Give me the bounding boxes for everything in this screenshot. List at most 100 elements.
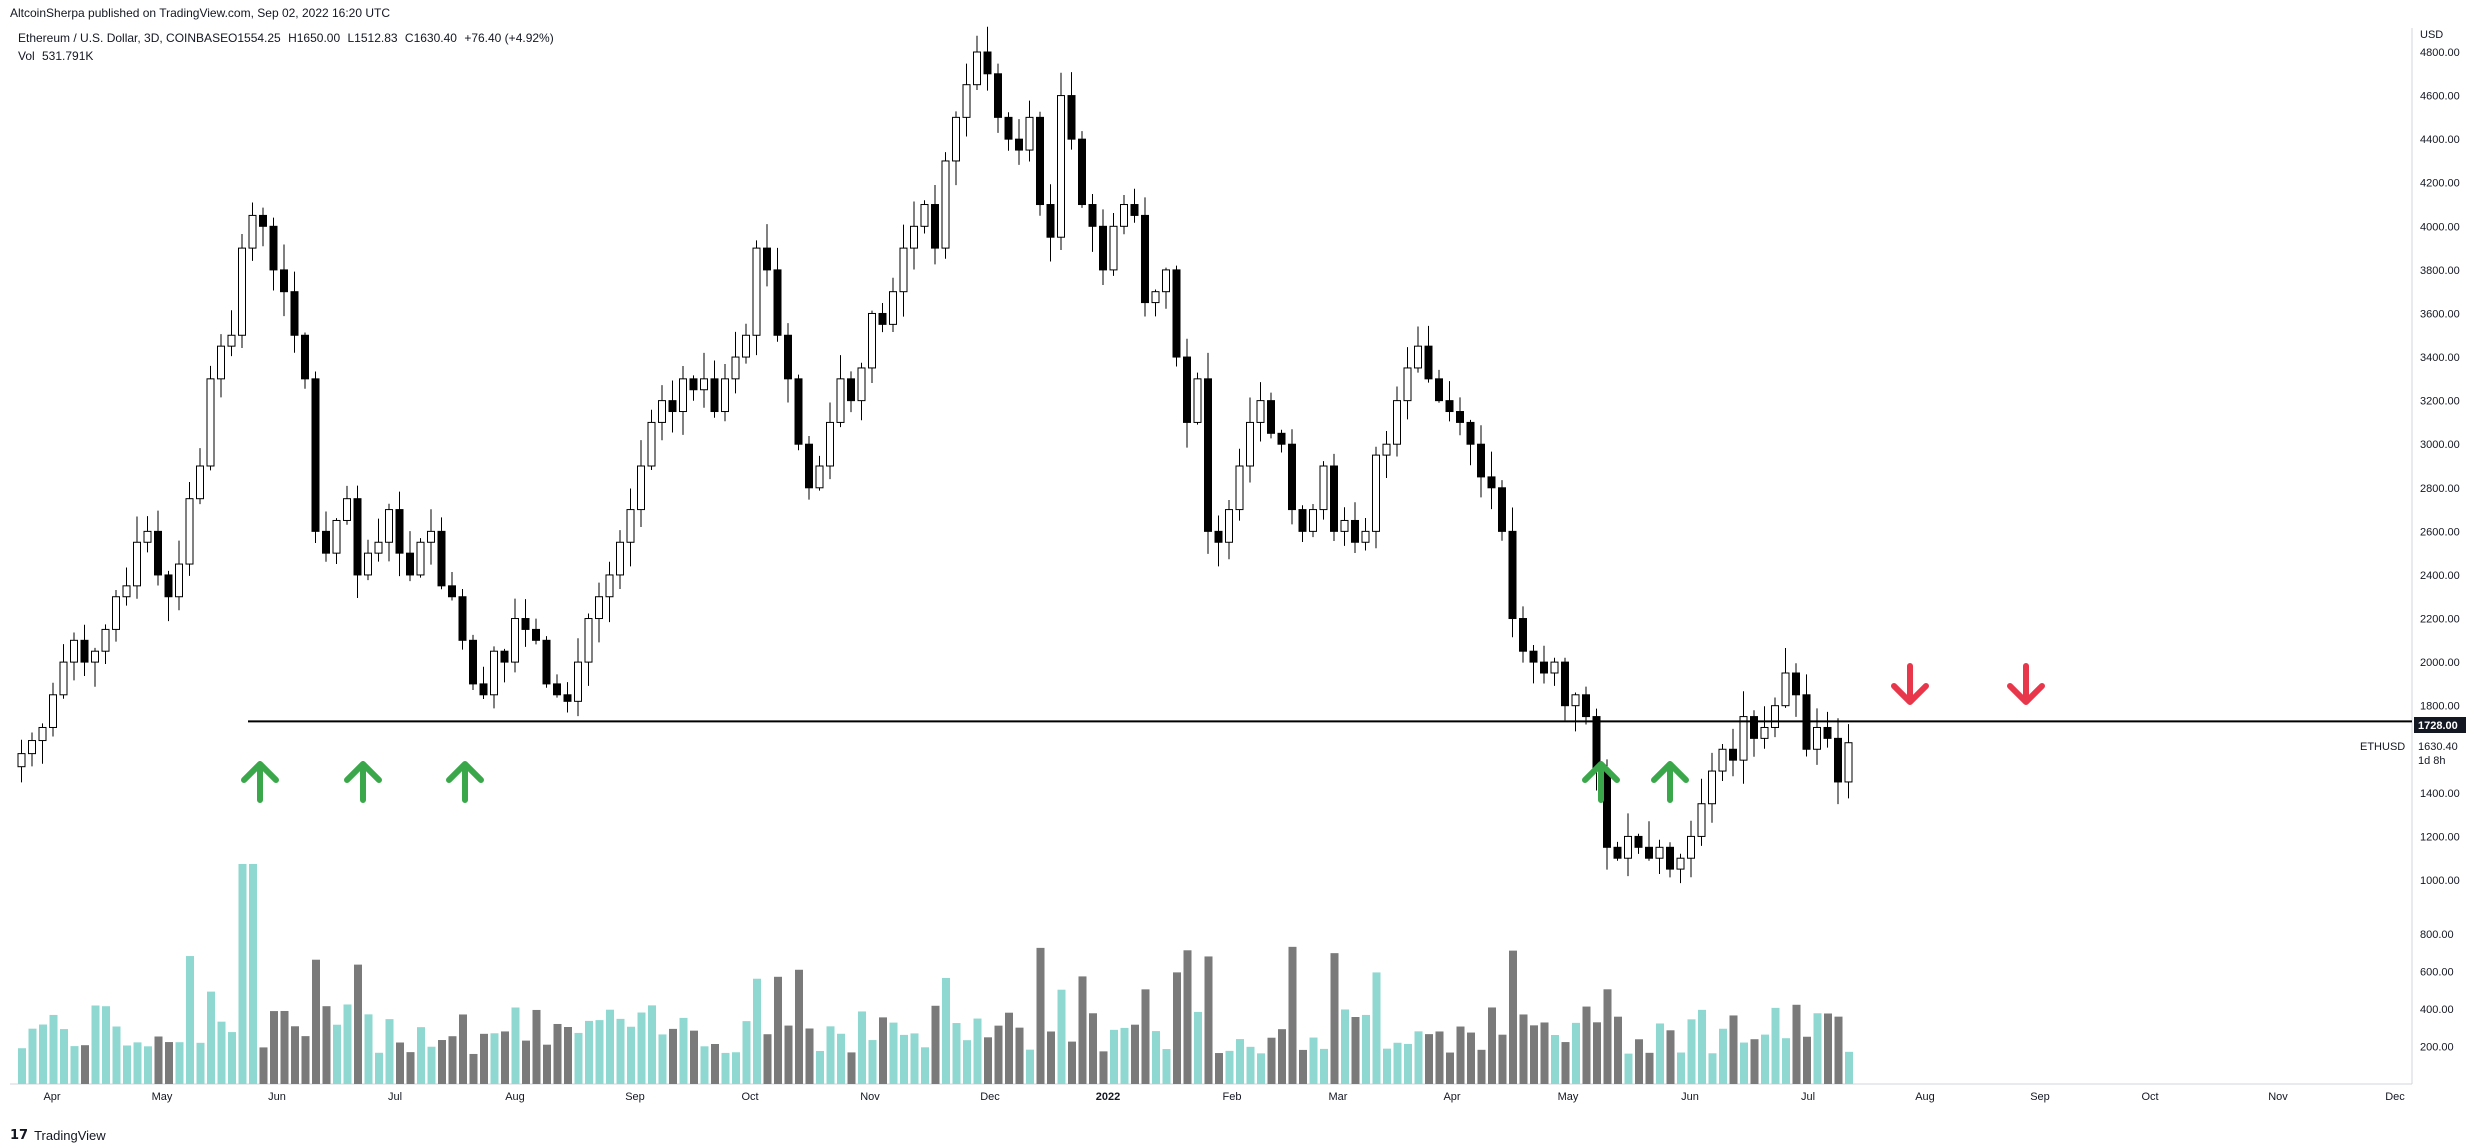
candle-body — [1382, 443, 1391, 456]
volume-bar — [1834, 1016, 1843, 1084]
candle-body — [1571, 694, 1580, 707]
candle — [1414, 326, 1422, 373]
candle-body — [826, 421, 834, 467]
candle — [500, 648, 509, 683]
candle-body — [311, 378, 320, 532]
volume-bar — [70, 1046, 79, 1084]
volume-bar — [1792, 1004, 1801, 1084]
volume-bar — [1068, 1041, 1076, 1084]
high-label: H — [288, 31, 297, 45]
volume-bar — [39, 1024, 47, 1084]
candle — [1561, 657, 1569, 721]
candle — [1582, 686, 1590, 725]
time-tick-label: Aug — [1915, 1091, 1935, 1103]
candle-body — [647, 421, 656, 467]
volume-bar — [742, 1021, 751, 1084]
candle — [952, 111, 960, 186]
candle-body — [1015, 138, 1023, 151]
candle — [1697, 778, 1706, 846]
tradingview-logo-icon: 17 — [10, 1128, 29, 1143]
time-axis[interactable]: Apr May Jun Jul Aug Sep Oct Nov Dec 2022 Feb Mar Apr… — [43, 1091, 2405, 1103]
candle-body — [248, 214, 257, 249]
candle — [1204, 352, 1212, 554]
candle — [584, 613, 593, 686]
price-tick-label: 1400.00 — [2420, 788, 2460, 800]
candle-body — [952, 116, 960, 162]
candle-body — [280, 269, 288, 293]
volume-bar — [217, 1021, 226, 1084]
price-axis[interactable]: USD 4800.00 4600.00 4400.00 4200.00 4000.00 3… — [2420, 29, 2460, 1054]
candle — [763, 224, 771, 287]
candle — [1057, 72, 1065, 250]
candle — [1183, 338, 1191, 448]
volume-bar — [1771, 1007, 1780, 1084]
volume-bar — [1824, 1013, 1832, 1084]
price-tick-label: 1200.00 — [2420, 831, 2460, 843]
candle — [1708, 752, 1716, 823]
candle — [164, 570, 173, 622]
candle-body — [1634, 835, 1643, 848]
volume-bar — [1351, 1017, 1360, 1084]
volume-bar — [564, 1027, 572, 1084]
candle-body — [227, 334, 236, 347]
green-up-arrow-icon — [446, 761, 484, 803]
volume-bar — [1467, 1032, 1475, 1084]
candles — [17, 26, 1853, 884]
currency-label: USD — [2420, 29, 2443, 41]
candle-body — [1277, 432, 1286, 445]
candle — [59, 644, 68, 699]
price-tick-label: 3400.00 — [2420, 352, 2460, 364]
volume-bar — [637, 1012, 646, 1084]
candle-body — [1582, 694, 1590, 718]
close-label: C — [405, 31, 414, 45]
volume-bar — [333, 1024, 341, 1084]
candle — [1540, 645, 1548, 684]
volume-bar — [1750, 1039, 1759, 1084]
candle — [416, 538, 425, 578]
green-up-arrow-icon — [344, 761, 382, 803]
candle-body — [868, 312, 876, 369]
candle-body — [1498, 487, 1506, 532]
candle — [962, 63, 971, 137]
candle-body — [38, 726, 47, 742]
candle-body — [1078, 138, 1086, 206]
candle-body — [322, 530, 330, 554]
candle-body — [1844, 742, 1853, 783]
last-price: 1630.40 — [2418, 741, 2458, 753]
volume-bar — [1782, 1038, 1790, 1084]
volume-bar — [1761, 1034, 1769, 1084]
volume-bar — [1057, 989, 1066, 1084]
candle — [1750, 710, 1758, 757]
candle — [752, 240, 761, 356]
candle-body — [259, 214, 267, 227]
time-tick-label: Dec — [2385, 1091, 2405, 1103]
volume-bar — [973, 1018, 982, 1084]
candle — [668, 380, 677, 433]
candle — [154, 510, 162, 586]
candle-body — [1718, 748, 1727, 772]
volume-bar — [1099, 1051, 1108, 1084]
volume-bar — [1582, 1006, 1591, 1084]
volume-bar — [1225, 1050, 1234, 1084]
volume-bar — [847, 1052, 856, 1084]
candle-body — [1750, 716, 1758, 739]
candle-body — [416, 541, 425, 576]
candle — [1172, 265, 1181, 367]
candle-body — [1298, 509, 1307, 532]
volume-bar — [984, 1037, 992, 1084]
candle-body — [427, 530, 435, 543]
time-tick-label: May — [1558, 1091, 1579, 1103]
last-price-tag: ETHUSD 1630.40 1d 8h — [2360, 741, 2458, 767]
candle-body — [17, 753, 26, 768]
candle — [679, 366, 687, 435]
candle — [1508, 507, 1517, 638]
volume-bar — [1036, 947, 1045, 1084]
volume-bar — [1372, 972, 1381, 1084]
candle-body — [1057, 95, 1065, 238]
volume-bar — [175, 1042, 184, 1084]
candle — [1277, 429, 1286, 453]
candle-body — [1120, 204, 1128, 227]
candle — [773, 247, 782, 342]
candle-body — [70, 639, 78, 663]
